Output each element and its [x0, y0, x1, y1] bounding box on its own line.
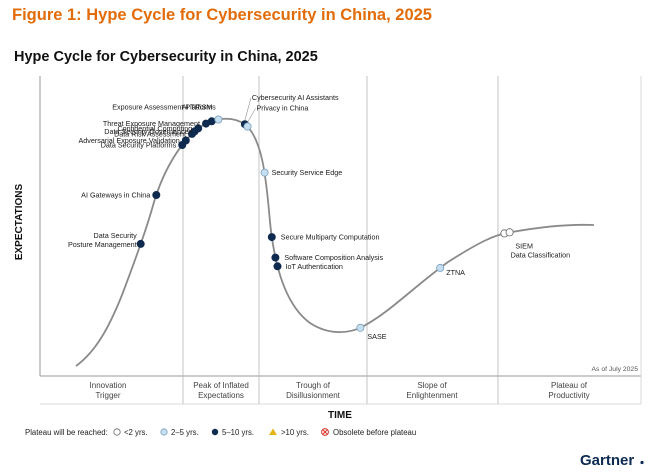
legend-item-label: >10 yrs. — [281, 428, 309, 437]
technology-marker — [243, 122, 252, 131]
as-of-date: As of July 2025 — [592, 366, 639, 373]
phase-label: Enlightenment — [406, 391, 458, 400]
legend-item-label: Obsolete before plateau — [333, 428, 416, 437]
technology-label: AI TRiSM — [182, 103, 213, 112]
technology-label: Data Security Platforms — [101, 141, 177, 150]
technology-marker — [194, 124, 203, 133]
technology-label: Exposure Assessment Platforms — [112, 102, 216, 111]
chart-frame — [39, 76, 642, 405]
technology-label: Threat Exposure Management — [103, 119, 200, 128]
technology-label: Posture Management — [68, 240, 137, 249]
technology-label: Software Composition Analysis — [284, 253, 383, 262]
technology-marker — [356, 323, 365, 332]
hype-curve — [75, 117, 595, 367]
phase-label: Trigger — [95, 391, 120, 400]
legend-marker-light — [160, 428, 168, 436]
legend-item-label: 5–10 yrs. — [222, 428, 254, 437]
technology-marker — [273, 262, 282, 271]
technology-label: SIEM — [515, 241, 533, 250]
technology-marker — [181, 136, 190, 145]
technology-marker — [267, 233, 276, 242]
technology-label: Data Risk Assessment — [114, 129, 186, 138]
legend-item-label: <2 yrs. — [124, 428, 148, 437]
phase-label: Expectations — [198, 391, 244, 400]
gartner-logo: Gartner — [580, 452, 634, 469]
legend: Plateau will be reached: <2 yrs. 2–5 yrs… — [25, 428, 416, 437]
technology-marker — [136, 239, 145, 248]
technology-label: ZTNA — [446, 268, 465, 277]
technology-marker — [214, 115, 223, 124]
technology-label: Confidential Computing — [117, 124, 192, 133]
phase-label: Slope of — [417, 381, 447, 390]
technology-label: Data Security Governance — [104, 127, 188, 136]
legend-marker-dark — [211, 428, 219, 436]
technology-label: AI Gateways in China — [81, 191, 150, 200]
technology-label: Security Service Edge — [272, 168, 343, 177]
legend-item-label: 2–5 yrs. — [171, 428, 199, 437]
phase-label: Innovation — [90, 381, 127, 390]
figure-caption: Figure 1: Hype Cycle for Cybersecurity i… — [12, 6, 432, 24]
technology-label: Cybersecurity AI Assistants — [252, 93, 339, 102]
y-axis-title: EXPECTATIONS — [14, 184, 25, 261]
technology-label: IoT Authentication — [286, 262, 343, 271]
technology-marker — [207, 117, 216, 126]
technology-label: Data Classification — [511, 250, 571, 259]
phase-label: Disillusionment — [286, 391, 341, 400]
technology-marker — [260, 168, 269, 177]
legend-marker-obsolete — [321, 428, 329, 436]
chart-title: Hype Cycle for Cybersecurity in China, 2… — [14, 49, 318, 65]
gartner-logo-dot — [640, 460, 644, 465]
phase-label: Plateau of — [551, 381, 588, 390]
technology-marker — [436, 263, 445, 272]
label-leader-line — [244, 98, 252, 121]
technology-label: Secure Multiparty Computation — [281, 233, 380, 242]
phase-label: Trough of — [296, 381, 331, 390]
label-leader-line — [247, 108, 256, 123]
technology-label: Adversarial Exposure Validation — [78, 136, 179, 145]
technology-marker — [271, 253, 280, 262]
phase-label: Peak of Inflated — [193, 381, 249, 390]
phase-labels: Innovation Trigger Peak of Inflated Expe… — [90, 381, 590, 400]
x-axis-title: TIME — [328, 410, 352, 421]
legend-marker-white — [113, 428, 121, 436]
technology-marker — [152, 190, 161, 199]
technology-label: Privacy in China — [257, 104, 309, 113]
legend-marker-triangle — [269, 428, 277, 435]
legend-title: Plateau will be reached: — [25, 428, 108, 437]
technology-label: Data Security — [94, 231, 138, 240]
phase-label: Productivity — [548, 391, 589, 400]
technology-markers — [136, 115, 514, 332]
technology-marker — [505, 228, 514, 237]
technology-label: SASE — [367, 332, 386, 341]
